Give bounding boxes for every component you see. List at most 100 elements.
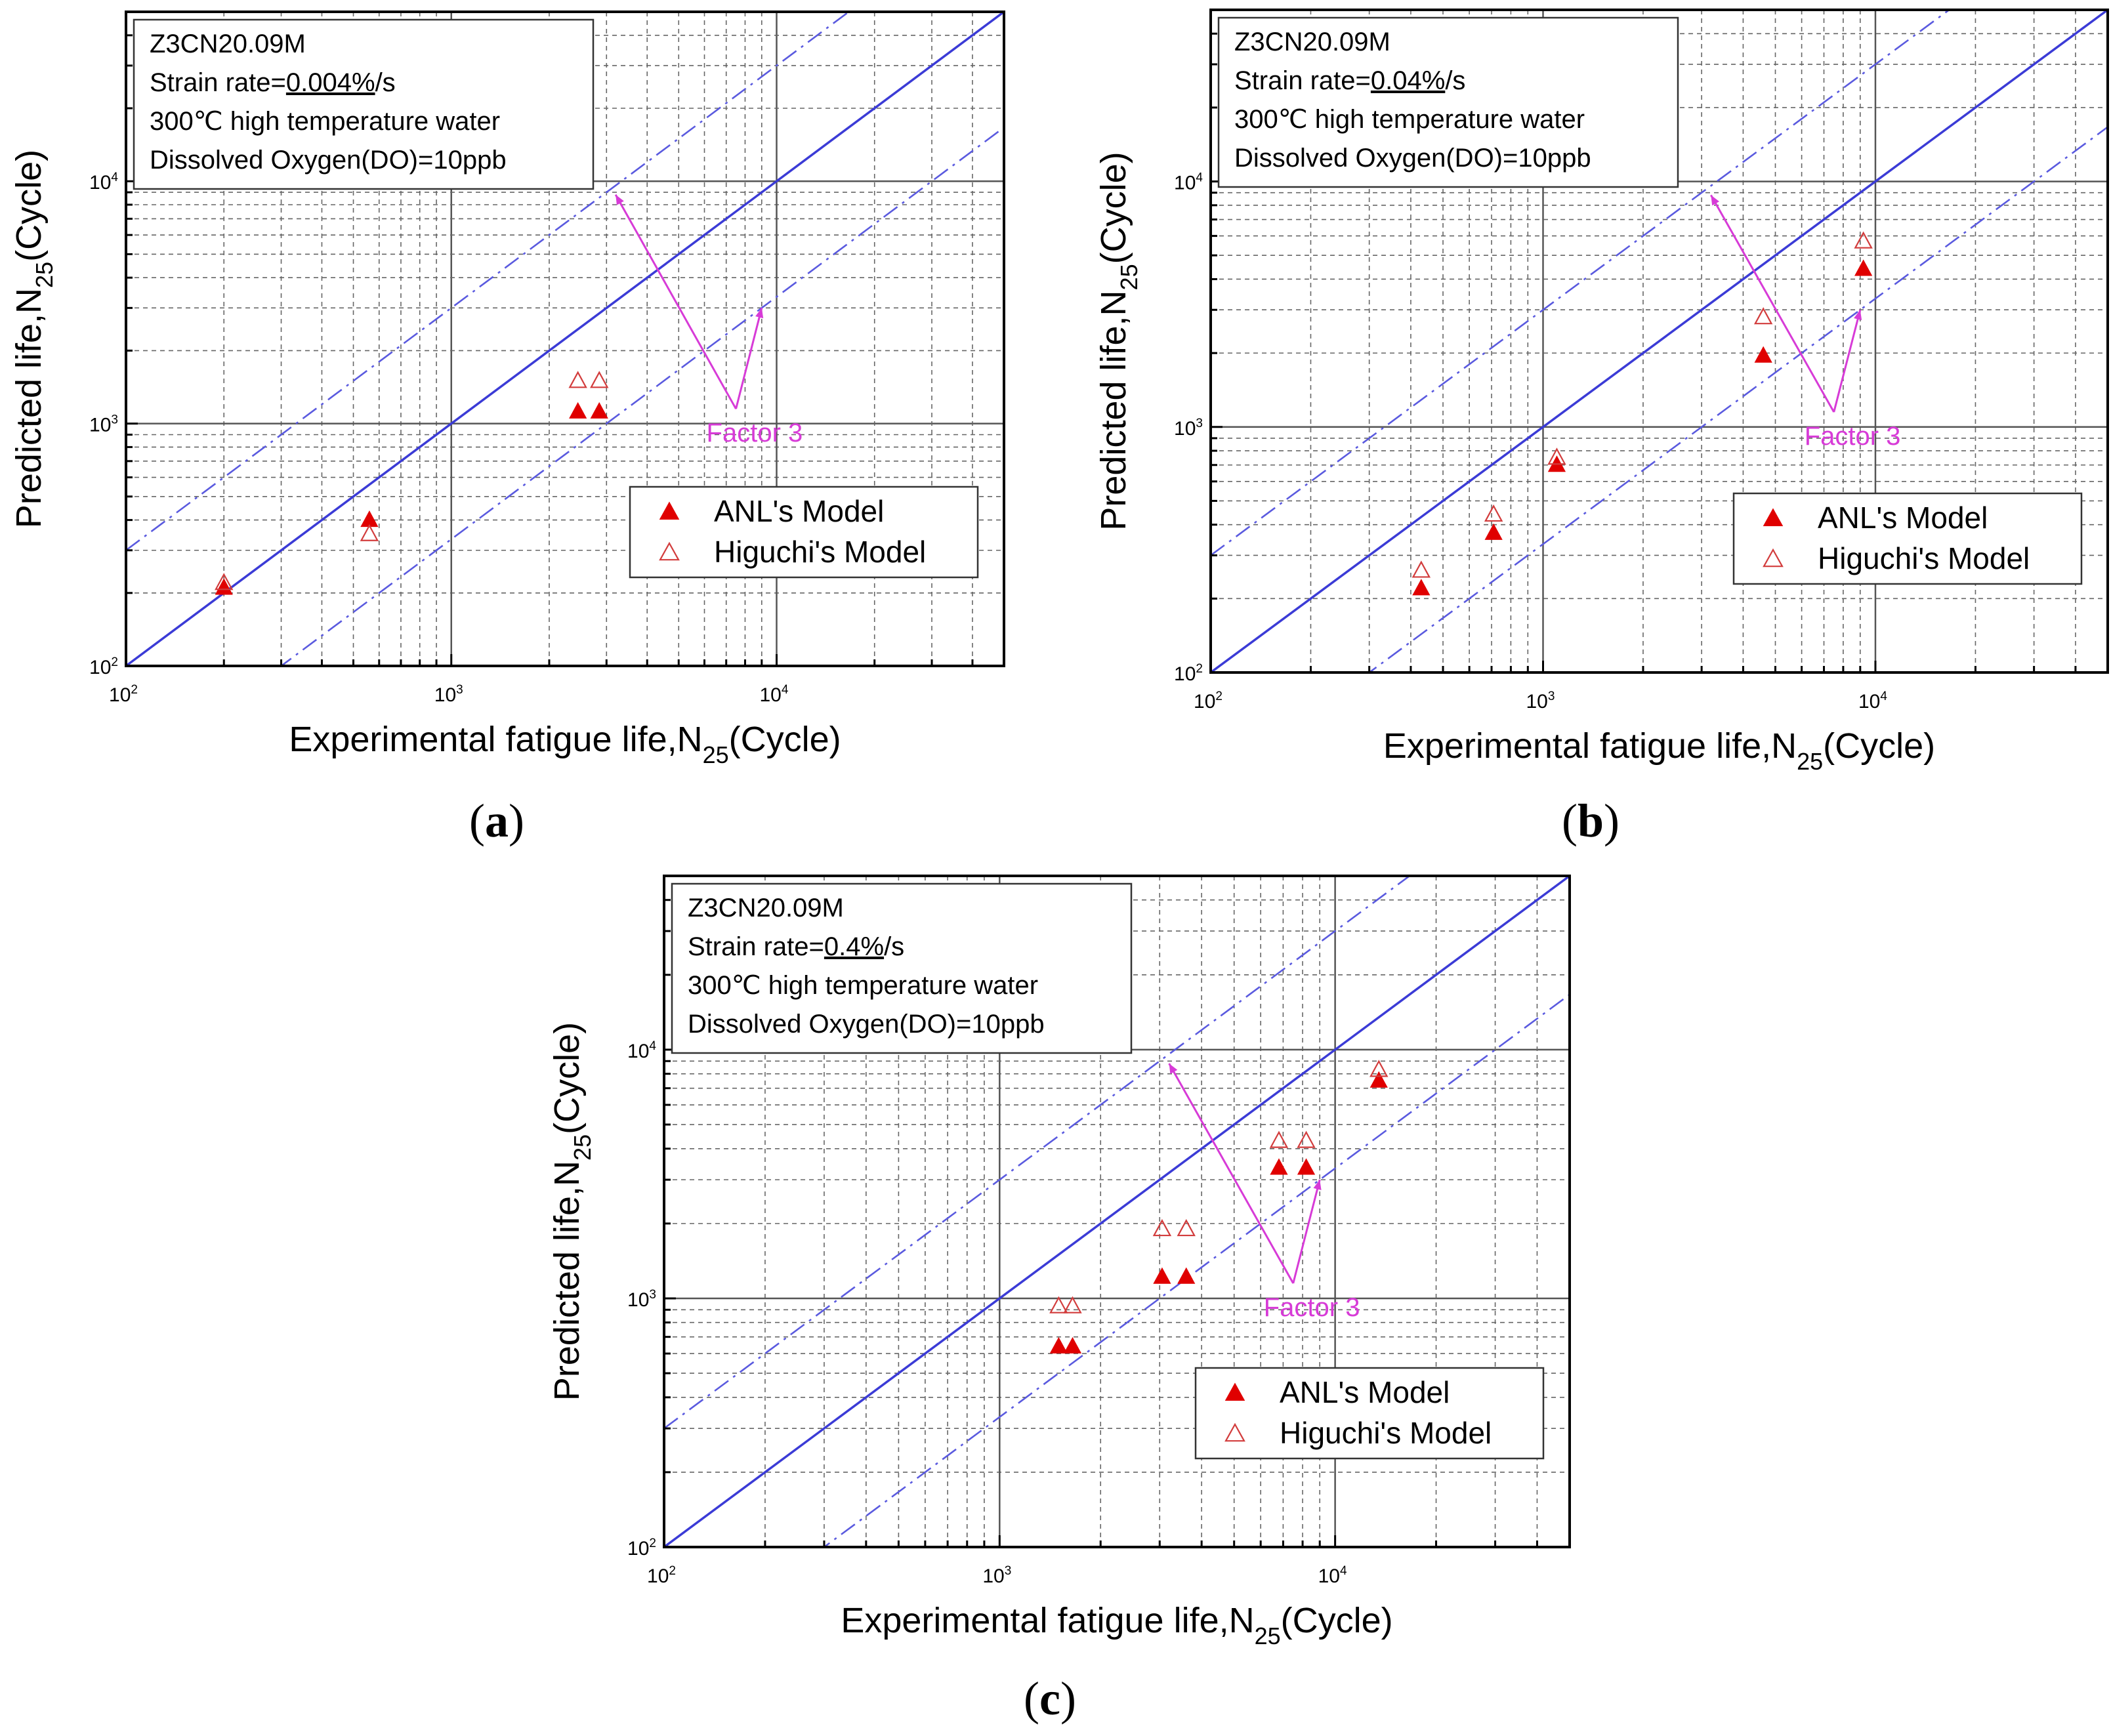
x-axis-title: Experimental fatigue life,N25(Cycle) (1383, 726, 1935, 775)
chart-panel-a: 102 103 104 102 103 104 Experimental fatigue l… (9, 10, 1005, 768)
info-oxygen: Dissolved Oxygen(DO)=10ppb (150, 146, 507, 175)
x-tick-label: 104 (1858, 690, 1887, 713)
legend-anl-marker (1224, 1382, 1245, 1401)
info-material: Z3CN20.09M (1234, 28, 1390, 56)
legend-b: ANL's Model Higuchi's Model (1732, 492, 2083, 585)
info-temperature: 300℃ high temperature water (1234, 105, 1585, 134)
axes-frame (1209, 9, 2109, 674)
y-tick-label: 103 (1174, 417, 1203, 440)
info-oxygen: Dissolved Oxygen(DO)=10ppb (1234, 144, 1591, 173)
reference-line-11 (1211, 10, 2108, 672)
higuchi-marker (1269, 1130, 1289, 1148)
axes-frame (125, 10, 1005, 667)
legend-higuchi-marker (659, 541, 680, 561)
info-box-a: Z3CN20.09M Strain rate=0.004%/s 300℃ high … (133, 18, 595, 190)
axis-ticks-a (125, 10, 1005, 667)
panel-label-b-letter: b (1577, 795, 1604, 847)
higuchi-marker (1063, 1296, 1082, 1313)
higuchi-marker (568, 371, 587, 388)
y-axis-title: Predicted life,N25(Cycle) (9, 150, 58, 528)
anl-marker (590, 402, 608, 419)
anl-marker (1297, 1158, 1316, 1175)
y-axis-title: Predicted life,N25(Cycle) (547, 1022, 596, 1401)
legend-label: ANL's Model (1818, 501, 1988, 535)
legend-a: ANL's Model Higuchi's Model (629, 486, 979, 579)
axis-ticks-c (663, 875, 1571, 1548)
annotation-line-upper (614, 194, 737, 409)
higuchi-marker (1369, 1060, 1389, 1077)
anl-marker (1177, 1267, 1196, 1284)
x-tick-label: 103 (434, 683, 463, 706)
legend-label: Higuchi's Model (1280, 1416, 1492, 1450)
axes-frame (663, 875, 1571, 1548)
chart-panel-c: 102 103 104 102 103 104 Experimental fatigue l… (547, 875, 1571, 1649)
series-anl-a (215, 402, 608, 595)
series-higuchi-b (1411, 231, 1873, 578)
higuchi-marker (1753, 307, 1773, 325)
factor-annotation-a: Factor 3 (614, 194, 803, 447)
annotation-label: Factor 3 (1264, 1293, 1360, 1322)
legend-frame (1732, 492, 2083, 585)
legend-anl-marker (659, 501, 680, 520)
y-tick-label: 103 (627, 1288, 656, 1311)
axis-ticks-b (1209, 9, 2109, 674)
higuchi-marker (1049, 1296, 1068, 1313)
y-tick-label: 103 (89, 413, 118, 436)
anl-marker (1270, 1158, 1288, 1175)
legend-higuchi-marker (1224, 1422, 1245, 1442)
x-tick-label: 102 (109, 683, 138, 706)
higuchi-marker (1854, 231, 1873, 249)
higuchi-marker (1297, 1130, 1316, 1148)
info-box-c: Z3CN20.09M Strain rate=0.4%/s 300℃ high te… (671, 882, 1133, 1054)
x-tick-label: 102 (647, 1564, 676, 1587)
legend-label: ANL's Model (714, 494, 884, 528)
x-axis-title: Experimental fatigue life,N25(Cycle) (289, 720, 841, 768)
y-tick-label: 104 (1174, 171, 1203, 194)
reference-line-11 (664, 876, 1570, 1547)
panel-label-a: (a) (469, 795, 524, 847)
annotation-arrow-lower (1854, 310, 1862, 321)
info-strain-rate: Strain rate=0.04%/s (1234, 66, 1465, 95)
info-box-frame (133, 18, 595, 190)
annotation-arrow-lower (755, 308, 764, 319)
higuchi-marker (360, 524, 379, 541)
anl-marker (1854, 259, 1873, 276)
higuchi-marker (1152, 1219, 1172, 1237)
legend-higuchi-marker (1763, 548, 1784, 568)
y-tick-label: 102 (1174, 662, 1203, 685)
panel-label-c: (c) (1024, 1672, 1076, 1725)
anl-marker (1754, 346, 1772, 363)
anl-marker (1484, 523, 1503, 540)
info-box-b: Z3CN20.09M Strain rate=0.04%/s 300℃ high t… (1217, 16, 1679, 188)
panel-label-b: (b) (1562, 795, 1620, 847)
anl-marker (1369, 1071, 1388, 1088)
series-higuchi-a (215, 371, 609, 590)
info-strain-rate: Strain rate=0.004%/s (150, 68, 396, 97)
anl-marker (569, 402, 587, 419)
x-tick-label: 104 (1318, 1564, 1347, 1587)
annotation-line-upper (1710, 194, 1835, 413)
x-tick-label: 103 (982, 1564, 1011, 1587)
series-higuchi-c (1049, 1060, 1389, 1313)
higuchi-marker (215, 573, 234, 590)
info-temperature: 300℃ high temperature water (150, 107, 500, 136)
annotation-arrow-lower (1313, 1180, 1322, 1190)
annotation-label: Factor 3 (1805, 422, 1901, 451)
annotation-line-lower (735, 307, 763, 409)
legend-frame (629, 486, 979, 579)
higuchi-marker (1547, 447, 1566, 465)
higuchi-marker (1177, 1219, 1196, 1237)
x-axis-title: Experimental fatigue life,N25(Cycle) (841, 1601, 1392, 1649)
factor-annotation-b: Factor 3 (1710, 194, 1901, 451)
anl-marker (1049, 1336, 1068, 1354)
panel-label-c-letter: c (1039, 1672, 1060, 1725)
reference-line-3 (280, 127, 1004, 666)
y-tick-label: 102 (627, 1537, 656, 1560)
reference-line-3 (1368, 126, 2108, 672)
factor-annotation-c: Factor 3 (1168, 1063, 1360, 1322)
annotation-line-lower (1292, 1179, 1321, 1284)
series-anl-c (1049, 1071, 1388, 1354)
info-strain-rate: Strain rate=0.4%/s (688, 932, 904, 961)
anl-marker (1412, 579, 1431, 596)
y-tick-label: 102 (89, 655, 118, 678)
